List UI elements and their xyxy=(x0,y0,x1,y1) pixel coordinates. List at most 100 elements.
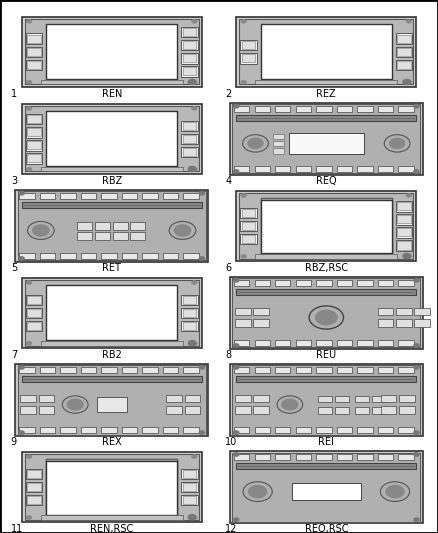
Circle shape xyxy=(199,257,205,260)
Circle shape xyxy=(414,431,419,434)
Text: 6: 6 xyxy=(226,263,232,273)
Circle shape xyxy=(233,279,239,282)
Bar xyxy=(316,106,332,112)
Bar xyxy=(253,308,269,316)
Bar xyxy=(378,106,393,112)
Bar xyxy=(142,193,158,199)
Bar xyxy=(27,309,41,317)
Bar xyxy=(381,407,396,414)
Bar xyxy=(26,46,42,57)
Bar xyxy=(397,35,411,43)
Bar xyxy=(27,496,41,504)
Bar xyxy=(261,198,392,254)
Bar xyxy=(183,322,197,330)
Bar xyxy=(254,280,270,286)
Circle shape xyxy=(26,80,32,84)
Text: 11: 11 xyxy=(11,524,23,533)
Circle shape xyxy=(188,515,196,520)
Text: REI: REI xyxy=(318,437,334,447)
Bar xyxy=(26,321,42,331)
Circle shape xyxy=(62,396,88,413)
Bar xyxy=(396,34,412,44)
Bar xyxy=(15,190,208,262)
Bar xyxy=(27,470,41,478)
Bar xyxy=(396,60,412,70)
Circle shape xyxy=(19,366,24,369)
Circle shape xyxy=(191,107,197,110)
Bar xyxy=(275,280,290,286)
Bar xyxy=(25,19,198,84)
Circle shape xyxy=(384,135,410,152)
Bar xyxy=(181,40,198,51)
Bar xyxy=(102,193,117,199)
Bar xyxy=(181,27,198,37)
Circle shape xyxy=(414,344,419,348)
Bar xyxy=(183,122,197,130)
Bar xyxy=(113,222,127,230)
Bar xyxy=(166,395,182,402)
Bar xyxy=(397,61,411,69)
Bar xyxy=(289,133,364,154)
Bar xyxy=(336,455,352,460)
Bar xyxy=(142,367,158,373)
Bar xyxy=(232,453,420,522)
Bar xyxy=(414,308,430,316)
Bar xyxy=(316,280,332,286)
Bar xyxy=(336,280,352,286)
Bar xyxy=(357,367,373,373)
Bar xyxy=(230,364,423,436)
Bar xyxy=(316,340,332,346)
Bar xyxy=(396,240,412,251)
Bar xyxy=(397,228,411,237)
Circle shape xyxy=(26,455,32,458)
Bar xyxy=(181,147,198,157)
Bar xyxy=(336,367,352,373)
Circle shape xyxy=(199,431,205,434)
Bar xyxy=(378,280,393,286)
Bar xyxy=(236,376,417,382)
Bar xyxy=(261,24,392,79)
Bar xyxy=(184,427,199,433)
Circle shape xyxy=(277,396,303,413)
Circle shape xyxy=(26,342,32,345)
Circle shape xyxy=(241,80,247,84)
Bar xyxy=(19,253,35,259)
Bar xyxy=(21,376,202,382)
Circle shape xyxy=(199,366,205,369)
Bar xyxy=(46,459,177,461)
Bar xyxy=(254,367,270,373)
Bar xyxy=(184,253,199,259)
Bar xyxy=(230,102,423,175)
Text: 10: 10 xyxy=(226,437,238,447)
Bar xyxy=(335,395,349,402)
Bar xyxy=(41,80,183,84)
Circle shape xyxy=(414,366,419,369)
Bar xyxy=(142,427,158,433)
Bar xyxy=(235,319,251,327)
Bar xyxy=(397,215,411,223)
Circle shape xyxy=(406,193,412,197)
Bar xyxy=(232,104,420,173)
Bar xyxy=(253,395,269,402)
Bar xyxy=(21,104,202,174)
Bar xyxy=(240,233,257,244)
Circle shape xyxy=(169,221,196,239)
Circle shape xyxy=(33,225,49,236)
Bar xyxy=(163,427,178,433)
Text: 5: 5 xyxy=(11,263,17,273)
Bar xyxy=(81,367,96,373)
Bar xyxy=(26,469,42,479)
Circle shape xyxy=(406,254,412,258)
Bar xyxy=(336,340,352,346)
Bar xyxy=(335,407,349,414)
Bar xyxy=(372,407,386,414)
Bar xyxy=(19,193,35,199)
Text: REZ: REZ xyxy=(317,89,336,99)
Circle shape xyxy=(191,19,197,23)
Bar xyxy=(316,367,332,373)
Bar xyxy=(21,395,36,402)
Bar xyxy=(122,253,138,259)
Circle shape xyxy=(233,453,239,456)
Bar xyxy=(396,201,412,212)
Bar xyxy=(240,221,257,231)
